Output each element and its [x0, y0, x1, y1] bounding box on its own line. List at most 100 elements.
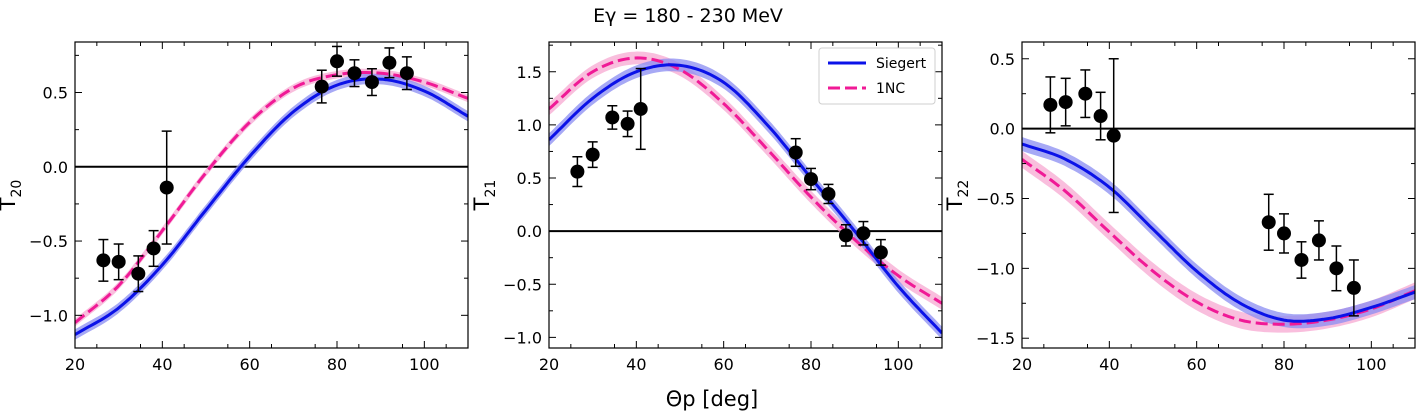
- onenc-band: [1022, 151, 1415, 333]
- data-marker: [633, 101, 648, 116]
- onenc-curve: [75, 71, 468, 324]
- data-point: [131, 255, 146, 293]
- y-tick-label: 0.5: [517, 169, 542, 188]
- y-axis-label-main: T: [0, 197, 20, 211]
- x-tick-label: 20: [1012, 355, 1032, 374]
- data-point: [1329, 245, 1344, 292]
- y-tick-label: −1.0: [976, 259, 1015, 278]
- panel-t21: 20 40 60 80 100 −1.0 −0.5 0.0 0.5 1.0 1.5 T21 Sieger…: [470, 41, 943, 374]
- y-axis-label: T21: [470, 180, 499, 212]
- y-tick-label: −1.0: [29, 306, 68, 325]
- data-marker: [873, 245, 888, 260]
- y-axis-label-sub: 22: [956, 180, 972, 198]
- legend-siegert-label: Siegert: [876, 56, 927, 72]
- data-marker: [605, 110, 620, 125]
- data-point: [570, 156, 585, 188]
- data-marker: [314, 79, 329, 94]
- y-axis-label-main: T: [470, 197, 494, 211]
- data-marker: [856, 226, 871, 241]
- data-marker: [570, 164, 585, 179]
- y-tick-label: 1.0: [517, 116, 542, 135]
- x-tick-label: 100: [1356, 355, 1387, 374]
- axes-frame: [1021, 41, 1416, 349]
- y-axis-label-sub: 21: [483, 180, 499, 198]
- y-tick-label: 0.0: [43, 158, 68, 177]
- data-point: [146, 229, 161, 268]
- y-tick-label: 0.0: [517, 222, 542, 241]
- data-point: [838, 224, 853, 247]
- data-point: [1261, 193, 1276, 251]
- data-point: [1106, 58, 1121, 214]
- x-tick-label: 80: [801, 355, 821, 374]
- data-point: [159, 130, 174, 245]
- x-tick-label: 80: [1274, 355, 1294, 374]
- data-marker: [620, 116, 635, 131]
- data-point: [364, 67, 379, 97]
- figure-title: Eγ = 180 - 230 MeV: [593, 5, 783, 27]
- data-marker: [399, 66, 414, 81]
- y-tick-label: 0.5: [43, 84, 68, 103]
- data-marker: [159, 180, 174, 195]
- data-point: [633, 67, 648, 151]
- y-axis-label-sub: 20: [9, 180, 25, 198]
- y-tick-label: −1.5: [976, 329, 1015, 348]
- x-tick-label: 40: [1099, 355, 1119, 374]
- y-tick-label: −1.0: [503, 328, 542, 347]
- data-point: [585, 141, 600, 169]
- onenc-curve: [1022, 158, 1415, 326]
- y-axis-label: T20: [0, 180, 25, 212]
- data-point: [873, 238, 888, 266]
- x-tick-label: 100: [409, 355, 440, 374]
- data-point: [1277, 213, 1291, 254]
- ticks: 20 40 60 80 100 −1.0 −0.5 0.0 0.5 1.0 1.5: [503, 42, 942, 374]
- siegert-band: [75, 73, 468, 340]
- data-marker: [821, 186, 836, 201]
- plot-area: [549, 51, 942, 340]
- y-tick-label: −0.5: [503, 275, 542, 294]
- data-marker: [347, 66, 362, 81]
- x-tick-label: 60: [713, 355, 733, 374]
- x-tick-label: 80: [327, 355, 347, 374]
- data-marker: [364, 75, 379, 90]
- x-tick-label: 20: [539, 355, 559, 374]
- data-marker: [1311, 233, 1326, 248]
- data-point: [620, 110, 635, 138]
- legend: Siegert 1NC: [818, 47, 936, 105]
- data-point: [1093, 91, 1108, 141]
- x-tick-label: 60: [1186, 355, 1206, 374]
- plot-area: [1022, 58, 1415, 333]
- data-point: [96, 238, 111, 282]
- panel-t22: 20 40 60 80 100 −1.5 −1.0 −0.5 0.0 0.5 T22: [943, 41, 1416, 374]
- data-marker: [1043, 97, 1058, 112]
- x-tick-label: 20: [65, 355, 85, 374]
- y-axis-label-main: T: [943, 197, 967, 211]
- data-marker: [1261, 215, 1276, 230]
- x-axis-label: Θp [deg]: [666, 387, 759, 411]
- data-marker: [131, 266, 146, 281]
- legend-onenc-label: 1NC: [876, 81, 905, 97]
- data-marker: [330, 54, 344, 69]
- data-marker: [1346, 280, 1361, 295]
- data-point: [1311, 220, 1326, 261]
- data-marker: [1058, 95, 1073, 110]
- data-point: [399, 56, 414, 91]
- data-point: [821, 183, 836, 205]
- plot-area: [75, 45, 468, 340]
- data-marker: [146, 241, 161, 256]
- data-marker: [1093, 109, 1108, 124]
- y-tick-label: 0.0: [990, 120, 1015, 139]
- data-marker: [788, 145, 803, 160]
- data-marker: [96, 253, 111, 268]
- data-marker: [1106, 128, 1121, 143]
- x-tick-label: 40: [152, 355, 172, 374]
- panels: 20406080100−1.0−0.50.00.5T2020406080100−…: [0, 41, 1416, 374]
- y-tick-label: −0.5: [976, 189, 1015, 208]
- x-tick-label: 100: [883, 355, 914, 374]
- siegert-curve: [75, 77, 468, 336]
- data-point: [1294, 241, 1309, 279]
- data-marker: [1277, 226, 1291, 241]
- data-marker: [1078, 86, 1093, 101]
- y-axis-label: T22: [943, 180, 972, 212]
